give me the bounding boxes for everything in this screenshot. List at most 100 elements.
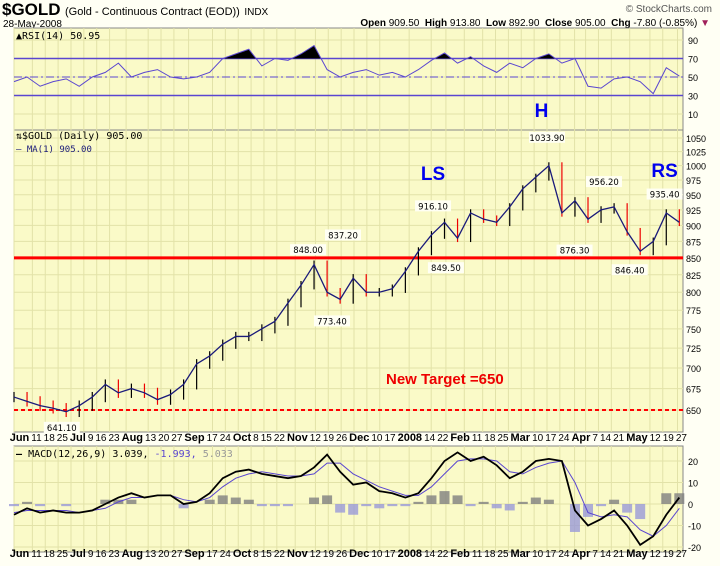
x-tick-label: 22 [437, 549, 449, 560]
rsi-y-tick: 10 [688, 110, 698, 120]
macd-histogram-bar [530, 497, 541, 504]
rsi-legend-text: RSI(14) 50.95 [22, 31, 101, 42]
macd-histogram-bar [465, 504, 476, 507]
macd-histogram-bar [178, 504, 189, 509]
x-tick-label: 10 [532, 549, 544, 560]
price-panel [13, 129, 684, 433]
price-y-tick: 900 [686, 221, 701, 231]
chart-date: 28-May-2008 [3, 19, 62, 30]
x-tick-label: 25 [57, 433, 69, 444]
macd-histogram-bar [517, 501, 528, 504]
rsi-y-tick: 70 [688, 55, 698, 65]
x-tick-label: 25 [497, 433, 509, 444]
x-tick-label: Feb [450, 548, 470, 560]
x-tick-label: May [626, 432, 648, 444]
price-y-tick: 750 [686, 325, 701, 335]
x-tick-label: Dec [349, 432, 369, 444]
low-label: Low [486, 18, 507, 29]
x-tick-label: 2008 [398, 432, 422, 444]
x-tick-label: 22 [274, 433, 286, 444]
chg-value: -7.80 (-0.85%) [633, 18, 698, 29]
macd-histogram-bar [569, 504, 580, 532]
macd-histogram-bar [661, 493, 672, 504]
x-tick-label: Oct [233, 548, 252, 560]
price-annotation: 848.00 [293, 246, 323, 256]
macd-legend: — MACD(12,26,9) 3.039, -1.993, 5.033 [16, 449, 233, 461]
x-tick-label: 20 [158, 549, 170, 560]
price-y-tick: 775 [686, 306, 701, 316]
x-tick-label: 25 [57, 549, 69, 560]
x-tick-label: 17 [545, 549, 557, 560]
annotation-box [313, 315, 350, 327]
high-label: High [424, 18, 448, 29]
macd-histogram-bar [622, 504, 633, 513]
macd-histogram-bar [230, 497, 241, 504]
x-tick-label: 19 [323, 549, 335, 560]
macd-histogram-bar [609, 499, 620, 504]
macd-histogram-bar [22, 501, 33, 504]
x-tick-label: 24 [558, 433, 570, 444]
macd-histogram-bar [387, 504, 398, 507]
price-annotation: 935.40 [650, 191, 680, 201]
price-annotation: 1033.90 [529, 134, 564, 144]
price-annotation: 876.30 [560, 247, 590, 257]
price-y-tick: 1050 [686, 134, 706, 144]
annotation-box [556, 244, 593, 256]
macd-histogram-bar [322, 495, 333, 504]
x-tick-label: Jun [10, 432, 30, 444]
rsi-legend-icon: ▲ [16, 31, 23, 42]
macd-histogram-bar [635, 504, 646, 520]
x-tick-label: 16 [95, 433, 107, 444]
x-tick-label: 12 [310, 549, 322, 560]
macd-histogram-bar [282, 504, 293, 507]
price-annotation: 837.20 [328, 231, 358, 241]
macd-histogram-bar [543, 499, 554, 504]
x-tick-label: 17 [207, 433, 219, 444]
x-tick-label: 27 [171, 433, 183, 444]
x-tick-label: 19 [663, 433, 675, 444]
macd-histogram-bar [452, 495, 463, 504]
macd-histogram-bar [269, 504, 280, 507]
x-tick-label: 27 [171, 549, 183, 560]
macd-y-tick: 0 [688, 500, 693, 510]
x-tick-label: 27 [676, 549, 688, 560]
exchange: INDX [244, 7, 269, 18]
signal-value: -1.993, [154, 449, 197, 460]
price-y-tick: 850 [686, 254, 701, 264]
rsi-panel [13, 27, 684, 131]
annotation-box [528, 131, 565, 143]
x-tick-label: 20 [158, 433, 170, 444]
x-tick-label: 12 [650, 433, 662, 444]
price-line [13, 164, 680, 413]
x-tick-label: 24 [558, 549, 570, 560]
x-tick-label: 17 [384, 549, 396, 560]
x-tick-label: 7 [592, 433, 598, 444]
annotation-box [585, 176, 622, 188]
pattern-label-h: H [535, 101, 549, 122]
x-tick-label: 19 [663, 549, 675, 560]
open-value: 909.50 [388, 18, 420, 29]
x-tick-label: Dec [349, 548, 369, 560]
macd-histogram-bar [504, 504, 515, 511]
annotation-box [427, 262, 464, 274]
x-tick-label: 13 [145, 433, 157, 444]
x-tick-label: 14 [424, 433, 436, 444]
macd-histogram-bar [426, 495, 437, 504]
macd-histogram-bar [243, 499, 254, 504]
x-tick-label: 18 [44, 549, 56, 560]
ma-legend-text: MA(1) 905.00 [26, 145, 92, 155]
close-value: 905.00 [575, 18, 606, 29]
x-tick-label: 18 [484, 433, 496, 444]
x-tick-label: 2008 [398, 548, 422, 560]
price-legend-icon: ⇅ [16, 131, 23, 142]
high-value: 913.80 [449, 18, 481, 29]
price-annotation: 916.10 [418, 202, 448, 212]
x-tick-label: Mar [511, 548, 531, 560]
x-tick-label: 10 [371, 549, 383, 560]
x-tick-label: 8 [253, 549, 259, 560]
x-tick-label: 21 [613, 549, 625, 560]
x-tick-label: Aug [122, 432, 143, 444]
price-annotation: 849.50 [431, 264, 461, 274]
price-y-tick: 800 [686, 288, 701, 298]
